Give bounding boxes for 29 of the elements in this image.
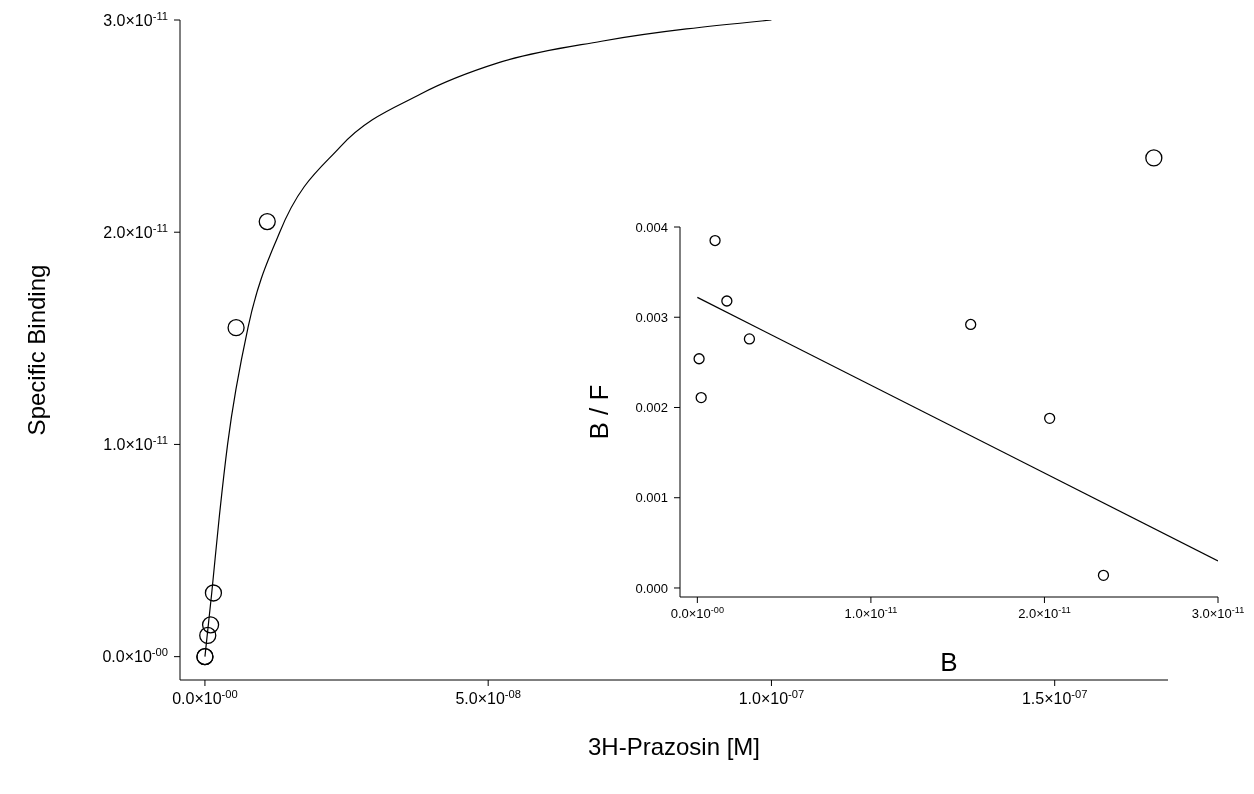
x-tick-label: 1.0×10$^{-11}$: [844, 605, 898, 621]
point: [695, 391, 707, 404]
y-axis-title: Specific Binding: [23, 264, 50, 436]
y-tick-label: 0.004: [635, 219, 668, 235]
point: [721, 295, 733, 307]
y-tick-label: 0.002: [635, 400, 668, 416]
x-axis-title: 3H-Prazosin [M]: [587, 733, 761, 760]
point: [709, 234, 721, 247]
x-tick-label: 5.0×10$^{-08}$: [455, 688, 521, 707]
x-tick-label: 3.0×10$^{-11}$: [1191, 605, 1245, 621]
point: [1044, 412, 1056, 424]
y-tick-label: 2.0×10$^{-11}$: [103, 221, 168, 241]
x-tick-label: 2.0×10$^{-11}$: [1018, 605, 1071, 621]
x-tick-label: 0.0×10$^{-00}$: [172, 688, 238, 707]
y-tick-label: 0.000: [635, 580, 668, 596]
x-axis-title: B: [940, 647, 958, 677]
y-tick-label: 0.0×10$^{-00}$: [102, 646, 168, 666]
point: [743, 333, 756, 345]
point: [965, 318, 977, 331]
y-tick-label: 0.001: [635, 490, 668, 506]
point: [1097, 569, 1110, 581]
y-tick-label: 0.003: [635, 309, 668, 325]
y-tick-label: 3.0×10$^{-11}$: [103, 9, 168, 29]
x-tick-label: 1.0×10$^{-07}$: [738, 688, 805, 707]
point: [693, 353, 705, 365]
y-axis-title: B / F: [584, 384, 614, 440]
x-tick-label: 0.0×10$^{-00}$: [670, 605, 724, 621]
x-tick-label: 1.5×10$^{-07}$: [1021, 688, 1088, 707]
y-tick-label: 1.0×10$^{-11}$: [103, 434, 168, 454]
